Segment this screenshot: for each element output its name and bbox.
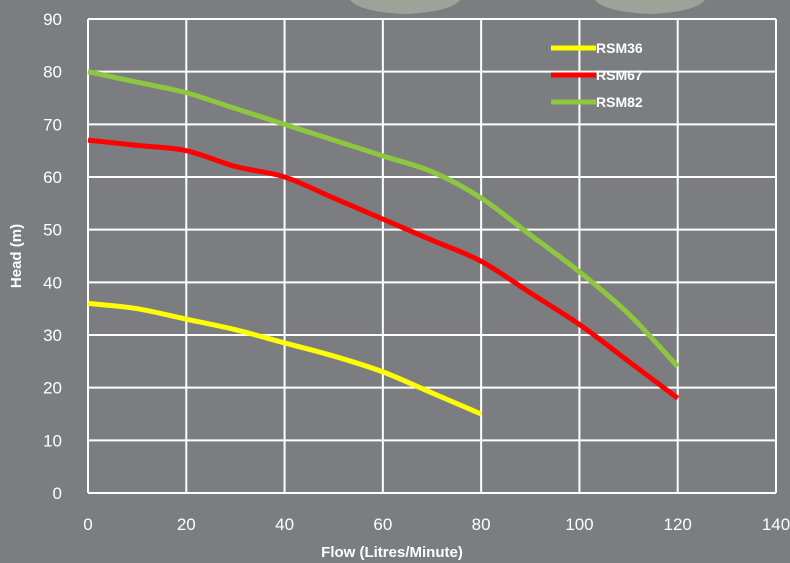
legend-label: RSM67 xyxy=(596,67,643,83)
x-tick-label: 120 xyxy=(664,515,692,534)
x-tick-label: 40 xyxy=(275,515,294,534)
tick-labels: 0 10 20 30 40 50 60 70 80 90 0 20 40 60 80 100 120 140 xyxy=(43,10,790,534)
x-axis-title: Flow (Litres/Minute) xyxy=(321,544,463,561)
x-tick-label: 60 xyxy=(373,515,392,534)
y-tick-label: 50 xyxy=(43,221,62,240)
y-tick-label: 30 xyxy=(43,326,62,345)
y-tick-label: 0 xyxy=(53,484,62,503)
y-tick-label: 80 xyxy=(43,63,62,82)
y-tick-label: 10 xyxy=(43,431,62,450)
pump-fragment-right xyxy=(595,0,705,14)
x-tick-label: 140 xyxy=(762,515,790,534)
x-tick-label: 100 xyxy=(565,515,593,534)
series-line-rsm82 xyxy=(87,69,680,369)
y-tick-label: 90 xyxy=(43,10,62,29)
pump-image-fragments xyxy=(350,0,705,14)
grid xyxy=(87,18,777,494)
y-tick-label: 60 xyxy=(43,168,62,187)
legend-label: RSM82 xyxy=(596,94,643,110)
series-line-rsm67 xyxy=(87,137,680,401)
y-tick-label: 70 xyxy=(43,115,62,134)
x-tick-label: 20 xyxy=(177,515,196,534)
y-tick-label: 40 xyxy=(43,273,62,292)
series-line-rsm36 xyxy=(87,300,483,417)
y-tick-label: 20 xyxy=(43,379,62,398)
x-tick-label: 0 xyxy=(83,515,92,534)
x-tick-label: 80 xyxy=(472,515,491,534)
pump-fragment-left xyxy=(350,0,460,14)
legend: RSM36 RSM67 RSM82 xyxy=(551,40,643,110)
legend-label: RSM36 xyxy=(596,40,643,56)
y-axis-title: Head (m) xyxy=(8,224,25,288)
series xyxy=(87,69,680,417)
